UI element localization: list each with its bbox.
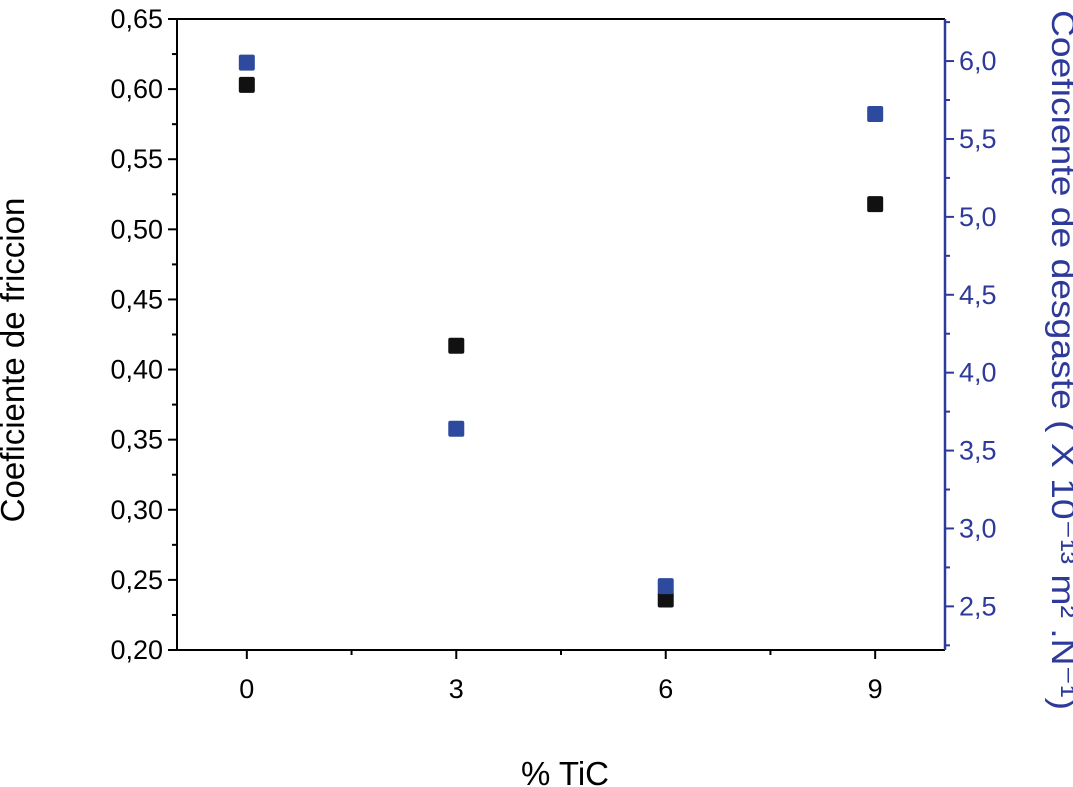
right-y-tick-label: 5,0	[959, 202, 997, 232]
left-y-tick-label: 0,45	[110, 284, 163, 314]
wear-coefficient-point	[238, 54, 255, 71]
right-y-tick-label: 3,0	[959, 513, 997, 543]
left-y-tick-label: 0,55	[110, 144, 163, 174]
right-y-tick-label: 6,0	[959, 46, 997, 76]
right-y-tick-label: 4,5	[959, 280, 997, 310]
wear-coefficient-point	[867, 106, 884, 123]
left-y-tick-label: 0,65	[110, 4, 163, 34]
friction-coefficient-point	[238, 76, 255, 93]
x-tick-label: 6	[658, 674, 673, 704]
left-y-tick-label: 0,25	[110, 565, 163, 595]
right-y-tick-label: 4,0	[959, 358, 997, 388]
right-y-tick-label: 3,5	[959, 436, 997, 466]
left-y-tick-label: 0,50	[110, 214, 163, 244]
right-y-tick-label: 2,5	[959, 591, 997, 621]
left-y-axis-title: Coeficiente de friccion	[0, 198, 31, 523]
left-y-tick-label: 0,20	[110, 635, 163, 665]
x-tick-label: 9	[868, 674, 883, 704]
friction-coefficient-point	[867, 196, 884, 213]
left-y-tick-label: 0,30	[110, 495, 163, 525]
right-y-tick-label: 5,5	[959, 124, 997, 154]
left-y-tick-label: 0,35	[110, 425, 163, 455]
left-y-tick-label: 0,40	[110, 355, 163, 385]
x-axis-title: % TiC	[521, 755, 609, 787]
left-y-tick-label: 0,60	[110, 74, 163, 104]
wear-coefficient-point	[657, 578, 674, 595]
x-tick-label: 0	[239, 674, 254, 704]
x-tick-label: 3	[449, 674, 464, 704]
friction-coefficient-point	[448, 337, 465, 354]
friction-coefficient-point	[657, 591, 674, 608]
right-y-axis-title: Coeficiente de desgaste ( X 10⁻¹³ m² .N⁻…	[1045, 10, 1073, 710]
wear-coefficient-point	[448, 420, 465, 437]
